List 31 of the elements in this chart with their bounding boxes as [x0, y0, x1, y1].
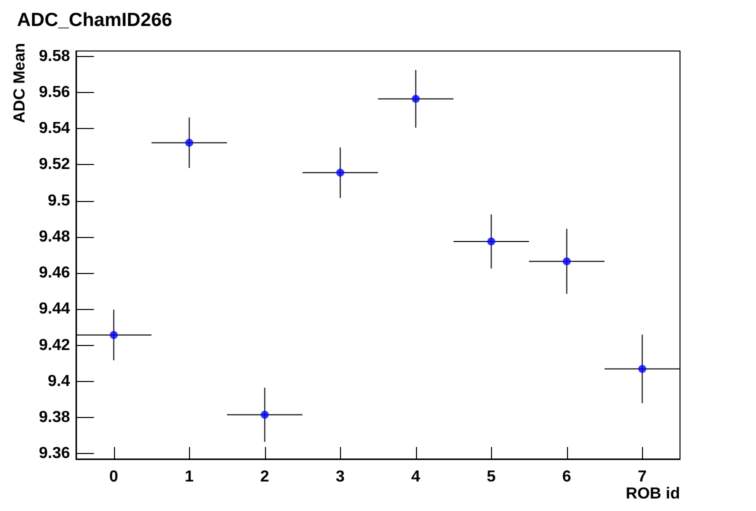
point [562, 257, 571, 266]
point [336, 168, 344, 177]
y-tick-label: 9.54 [38, 120, 70, 138]
x-tick-label: 6 [562, 468, 572, 486]
y-tick-label: 9.38 [38, 408, 70, 426]
x-tick-label: 3 [336, 468, 345, 486]
x-tick-label: 4 [411, 468, 420, 486]
y-tick-label: 9.56 [38, 84, 70, 102]
point [110, 330, 118, 339]
x-tick-label: 2 [260, 468, 270, 486]
point [260, 410, 269, 419]
y-tick-label: 9.58 [38, 48, 70, 65]
y-tick-label: 9.44 [38, 300, 70, 318]
point [412, 94, 420, 103]
x-tick-label: 1 [184, 468, 194, 486]
point [487, 237, 496, 246]
point [638, 364, 646, 373]
y-tick-label: 9.36 [38, 445, 70, 462]
point [185, 138, 194, 147]
y-tick-label: 9.48 [38, 228, 70, 246]
chart-title: ADC_ChamID266 [17, 10, 172, 31]
y-tick-label: 9.4 [48, 372, 70, 390]
y-tick-label: 9.5 [48, 192, 70, 210]
x-tick-label: 7 [638, 468, 647, 486]
y-tick-label: 9.42 [38, 336, 70, 354]
x-axis-title: ROB id [626, 486, 680, 502]
y-tick-label: 9.52 [38, 156, 70, 174]
y-tick-label: 9.46 [38, 264, 70, 282]
x-tick-label: 0 [109, 468, 118, 486]
y-axis-title: ADC Mean [12, 43, 28, 124]
x-tick-label: 5 [486, 468, 496, 486]
